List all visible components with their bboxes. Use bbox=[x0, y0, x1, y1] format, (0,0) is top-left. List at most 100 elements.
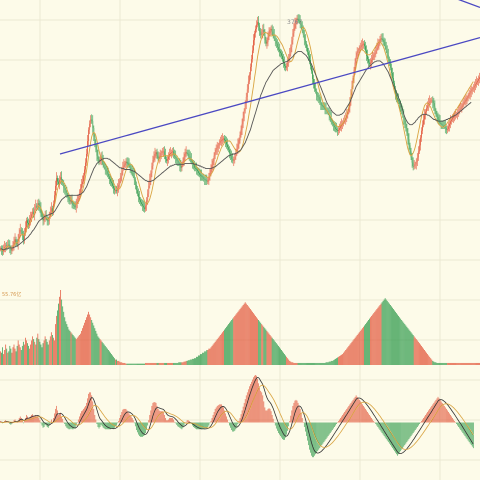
candle-body bbox=[215, 149, 217, 153]
macd-bar bbox=[398, 422, 399, 455]
volume-bar bbox=[133, 363, 135, 365]
macd-bar bbox=[273, 422, 275, 423]
candle-body bbox=[173, 151, 175, 155]
volume-bar bbox=[170, 362, 171, 365]
macd-bar bbox=[132, 420, 134, 423]
macd-bar bbox=[311, 422, 312, 456]
candle-body bbox=[318, 97, 320, 100]
volume-bar bbox=[276, 344, 278, 365]
candle-body bbox=[465, 99, 467, 102]
candle-body bbox=[163, 151, 165, 155]
candle-body bbox=[360, 45, 362, 48]
macd-bar bbox=[221, 404, 222, 423]
macd-bar bbox=[159, 411, 161, 423]
macd-bar bbox=[225, 413, 226, 423]
volume-bar bbox=[275, 343, 277, 365]
macd-bar bbox=[434, 401, 436, 423]
macd-bar bbox=[54, 413, 55, 423]
candle-body bbox=[438, 119, 440, 122]
volume-bar bbox=[225, 328, 226, 365]
volume-bar bbox=[376, 309, 378, 365]
volume-bar bbox=[31, 340, 32, 365]
volume-bar bbox=[124, 362, 126, 365]
volume-bar bbox=[310, 362, 311, 365]
candle-body bbox=[454, 116, 455, 118]
volume-bar bbox=[1, 352, 2, 365]
volume-bar bbox=[159, 362, 161, 365]
candle-body bbox=[26, 220, 27, 228]
macd-bar bbox=[14, 419, 16, 423]
candle-body bbox=[114, 188, 115, 191]
volume-bar bbox=[35, 344, 37, 365]
candle-body bbox=[288, 59, 290, 63]
candle-body bbox=[63, 183, 65, 188]
volume-bar bbox=[292, 362, 294, 365]
volume-bar bbox=[238, 310, 240, 365]
volume-bar bbox=[65, 321, 67, 365]
volume-bar bbox=[244, 302, 246, 365]
candle-body bbox=[331, 121, 333, 124]
trendline bbox=[59, 36, 480, 155]
macd-bar bbox=[426, 413, 427, 423]
volume-bar bbox=[205, 351, 207, 365]
volume-bar bbox=[430, 358, 432, 365]
volume-bar bbox=[315, 362, 317, 365]
volume-bar bbox=[478, 362, 479, 365]
macd-bar bbox=[279, 422, 280, 435]
volume-bar bbox=[130, 363, 132, 365]
volume-bar bbox=[26, 340, 27, 365]
macd-bar bbox=[67, 422, 69, 429]
candle-body bbox=[271, 28, 273, 32]
candle-body bbox=[124, 163, 126, 166]
macd-bar bbox=[102, 422, 104, 428]
macd-bar bbox=[337, 422, 338, 423]
candle-body bbox=[131, 170, 133, 173]
volume-bar bbox=[90, 317, 92, 365]
candle-body bbox=[32, 211, 34, 215]
macd-bar bbox=[187, 420, 189, 423]
volume-bar bbox=[125, 363, 127, 365]
candle-body bbox=[256, 24, 257, 29]
macd-bar bbox=[188, 420, 190, 423]
candle-body bbox=[86, 153, 87, 163]
candle-body bbox=[176, 158, 178, 161]
macd-bar bbox=[335, 422, 336, 426]
macd-bar bbox=[65, 422, 67, 427]
macd-bar bbox=[259, 387, 261, 423]
candle-body bbox=[7, 244, 9, 247]
volume-bar bbox=[277, 345, 279, 365]
volume-bar bbox=[318, 362, 320, 365]
macd-bar bbox=[249, 386, 250, 423]
candle-body bbox=[226, 141, 227, 145]
volume-bar bbox=[416, 340, 418, 365]
candle-body bbox=[162, 151, 164, 153]
candle-body bbox=[190, 159, 192, 162]
macd-bar bbox=[237, 422, 239, 425]
volume-bar bbox=[104, 345, 106, 365]
volume-bar bbox=[266, 330, 268, 365]
macd-bar bbox=[210, 420, 212, 423]
volume-bar bbox=[51, 335, 53, 365]
macd-bar bbox=[48, 422, 50, 425]
volume-bar bbox=[22, 341, 24, 365]
candle-body bbox=[263, 29, 265, 32]
macd-bar bbox=[139, 422, 140, 437]
candle-body bbox=[73, 204, 75, 206]
candle-body bbox=[72, 203, 74, 205]
macd-bar bbox=[185, 421, 187, 423]
candle-body bbox=[276, 43, 278, 48]
volume-bar bbox=[174, 362, 176, 365]
macd-bar bbox=[326, 422, 328, 438]
candle-body bbox=[400, 103, 402, 108]
macd-bar bbox=[383, 422, 385, 437]
volume-bar bbox=[296, 362, 298, 365]
volume-bar bbox=[30, 344, 31, 365]
macd-bar bbox=[396, 422, 397, 455]
volume-bar bbox=[176, 362, 178, 365]
candle-body bbox=[431, 100, 433, 102]
volume-bar bbox=[171, 362, 172, 365]
volume-bar bbox=[357, 333, 359, 365]
volume-bar bbox=[3, 354, 4, 365]
candle-body bbox=[307, 47, 308, 53]
macd-bar bbox=[455, 422, 456, 423]
